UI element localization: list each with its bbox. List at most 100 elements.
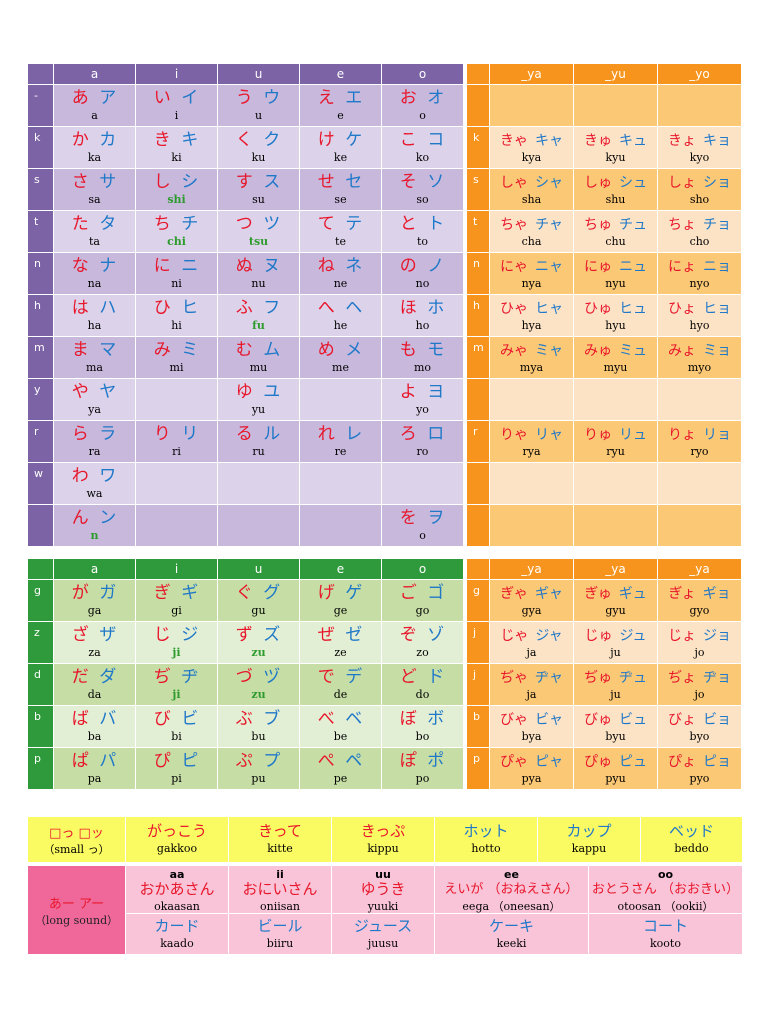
hiragana: は <box>71 298 90 318</box>
katakana: ヅ <box>263 667 282 687</box>
kana-cell: りょ リョ ryo <box>657 420 742 463</box>
romaji: pyo <box>689 772 710 785</box>
katakana: ギョ <box>702 586 731 602</box>
katakana: シュ <box>619 175 647 191</box>
kana-cell: りゃ リャ rya <box>489 420 574 463</box>
hiragana: け <box>317 130 336 150</box>
kana-row <box>466 462 742 505</box>
katakana: ホ <box>427 298 446 318</box>
hiragana: ぴゃ <box>500 754 528 770</box>
kana-pair: じょ ジョ <box>659 623 741 646</box>
col-header: u <box>217 558 300 580</box>
spacer <box>418 667 428 687</box>
kana-pair: ぼ ボ <box>383 707 463 730</box>
katakana: ピョ <box>703 754 731 770</box>
word-romaji: kappu <box>571 842 607 855</box>
spacer <box>696 754 703 770</box>
kana-cell: に ニ ni <box>135 252 218 295</box>
katakana: ポ <box>427 751 446 771</box>
row-label: d <box>27 663 54 706</box>
word-romaji: hotto <box>471 842 501 855</box>
word-romaji: kooto <box>650 937 681 950</box>
romaji: wa <box>86 487 103 500</box>
kana-pair: ぺ ペ <box>301 749 381 772</box>
kana-row <box>466 84 742 127</box>
kana-pair: ひ ヒ <box>137 296 217 319</box>
word-cell: ベッド beddo <box>640 816 743 863</box>
kana-pair: ぜ ゼ <box>301 623 381 646</box>
word-cell: カップ kappu <box>537 816 641 863</box>
hiragana: ひゃ <box>500 301 528 317</box>
romaji: do <box>415 688 430 701</box>
word-kana: えいが （おねえさん） <box>444 882 579 897</box>
kana-cell: ぱ パ pa <box>53 747 136 790</box>
spacer <box>612 175 619 191</box>
romaji: no <box>415 277 430 290</box>
kana-cell: しゃ シャ sha <box>489 168 574 211</box>
romaji: u <box>254 109 263 122</box>
kana-pair: だ ダ <box>55 665 135 688</box>
kana-cell: ぽ ポ po <box>381 747 464 790</box>
row-label: s <box>27 168 54 211</box>
romaji: jo <box>694 646 705 659</box>
kana-pair: ぽ ポ <box>383 749 463 772</box>
spacer <box>696 586 703 602</box>
romaji: cha <box>521 235 542 248</box>
hiragana: ぶ <box>235 709 254 729</box>
kana-cell <box>489 84 574 127</box>
romaji: ma <box>86 361 103 374</box>
hiragana: え <box>317 88 336 108</box>
kana-pair: き キ <box>137 128 217 151</box>
katakana: ギャ <box>534 586 563 602</box>
katakana: ゾ <box>427 625 446 645</box>
romaji: mi <box>169 361 184 374</box>
kana-cell <box>573 462 658 505</box>
katakana: ザ <box>99 625 118 645</box>
romaji: yu <box>251 403 266 416</box>
kana-pair: あ ア <box>55 86 135 109</box>
row-label: j <box>466 663 490 706</box>
hiragana: げ <box>317 583 336 603</box>
kana-pair: ぴ ピ <box>137 749 217 772</box>
hiragana: ぴょ <box>668 754 696 770</box>
spacer <box>172 751 182 771</box>
romaji: ge <box>333 604 348 617</box>
kana-pair: ぶ ブ <box>219 707 299 730</box>
col-header: e <box>299 63 382 85</box>
romaji: mya <box>519 361 544 374</box>
katakana: ズ <box>263 625 282 645</box>
kana-cell: みゃ ミャ mya <box>489 336 574 379</box>
spacer <box>528 427 535 443</box>
kana-cell: ざ ザ za <box>53 621 136 664</box>
katakana: チ <box>181 214 200 234</box>
row-label: n <box>466 252 490 295</box>
spacer <box>696 343 703 359</box>
romaji: myu <box>603 361 628 374</box>
romaji: mo <box>413 361 432 374</box>
katakana: セ <box>345 172 364 192</box>
romaji: ke <box>333 151 348 164</box>
small-tsu-table: □っ □ッ （small っ） がっこう gakkoo きって kitte きっぷ k… <box>27 816 743 863</box>
kana-cell: り リ ri <box>135 420 218 463</box>
kana-cell: にょ ニョ nyo <box>657 252 742 295</box>
romaji <box>301 467 381 468</box>
romaji: sho <box>689 193 710 206</box>
kana-cell <box>573 84 658 127</box>
romaji: go <box>415 604 430 617</box>
spacer <box>172 625 182 645</box>
kana-cell <box>299 378 382 421</box>
romaji: o <box>419 109 426 122</box>
romaji: e <box>337 109 344 122</box>
kana-row: j じゃ ジャ ja じゅ ジュ ju じょ ジョ jo <box>466 621 742 664</box>
romaji: hyo <box>689 319 710 332</box>
spacer <box>528 259 535 275</box>
romaji: be <box>333 730 348 743</box>
romaji: da <box>87 688 102 701</box>
kana-pair: ね ネ <box>301 254 381 277</box>
kana-pair: ら ラ <box>55 422 135 445</box>
romaji: zo <box>416 646 429 659</box>
kana-cell: びゅ ビュ byu <box>573 705 658 748</box>
